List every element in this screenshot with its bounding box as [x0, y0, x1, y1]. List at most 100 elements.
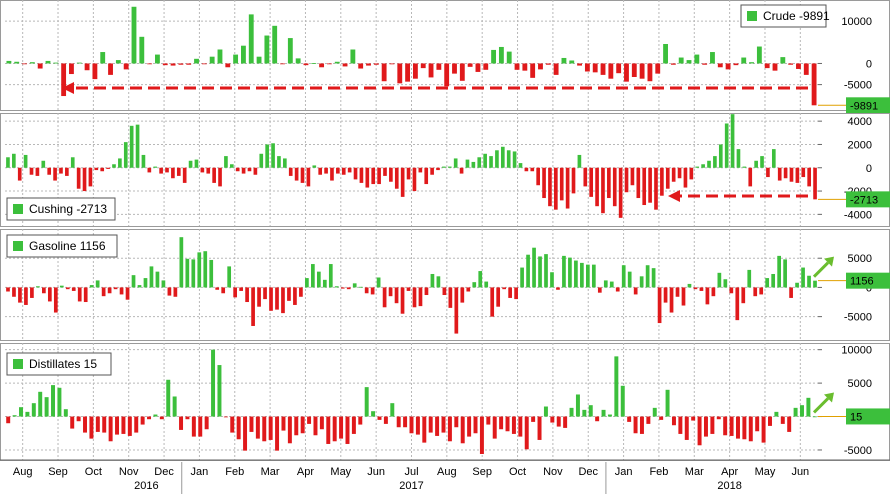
- bar: [718, 273, 722, 288]
- bar: [365, 287, 369, 293]
- last-value-label: 15: [850, 411, 862, 423]
- bar: [77, 417, 81, 422]
- x-year-label: 2017: [399, 480, 423, 492]
- bar: [323, 280, 327, 288]
- bar: [499, 417, 503, 430]
- bar: [425, 287, 429, 295]
- bar: [189, 161, 193, 168]
- bar: [245, 287, 249, 302]
- bar: [18, 287, 22, 302]
- bar: [569, 61, 574, 64]
- bar: [405, 63, 410, 81]
- bar: [460, 63, 465, 80]
- bar: [548, 168, 552, 206]
- bar: [395, 287, 399, 303]
- bar: [171, 63, 176, 65]
- x-tick-label: Feb: [649, 466, 668, 478]
- bar: [45, 397, 49, 416]
- bar: [389, 287, 393, 296]
- x-year-label: 2018: [717, 480, 741, 492]
- bar: [624, 63, 629, 81]
- bar: [41, 161, 45, 168]
- bar: [160, 417, 164, 420]
- bar: [288, 417, 292, 444]
- bar: [317, 272, 321, 288]
- bar: [257, 57, 262, 64]
- bar: [130, 126, 134, 168]
- bar: [24, 287, 28, 305]
- bar: [557, 417, 561, 427]
- bar: [128, 417, 132, 436]
- bar: [96, 417, 100, 432]
- bar: [704, 417, 708, 437]
- legend-label: Crude -9891: [763, 9, 830, 23]
- bar: [124, 63, 129, 69]
- bar: [794, 408, 798, 417]
- bar: [144, 278, 148, 287]
- bar: [335, 286, 339, 287]
- bar: [32, 403, 36, 416]
- bar: [77, 168, 81, 189]
- bar: [371, 411, 375, 416]
- bar: [30, 62, 35, 63]
- bar: [636, 168, 640, 198]
- bar: [233, 287, 237, 297]
- bar: [155, 55, 160, 64]
- bar: [168, 287, 172, 295]
- x-tick-label: Jan: [191, 466, 209, 478]
- bar: [741, 287, 745, 303]
- bar: [301, 168, 305, 183]
- bar: [225, 63, 230, 67]
- bar: [725, 123, 729, 167]
- x-tick-label: Mar: [261, 466, 280, 478]
- panel-crude: 10000 0 -5000 -9891 Crude -9891: [1, 0, 890, 113]
- bar: [684, 168, 688, 188]
- bar: [142, 155, 146, 168]
- bar: [13, 415, 17, 416]
- bar: [762, 417, 766, 443]
- bar: [562, 58, 567, 64]
- bar: [691, 417, 695, 421]
- bar: [401, 168, 405, 197]
- bar: [108, 287, 112, 293]
- bar: [483, 154, 487, 168]
- bar: [241, 46, 246, 64]
- bar: [586, 265, 590, 288]
- bar: [272, 26, 277, 64]
- bar: [735, 287, 739, 320]
- bar: [429, 63, 434, 77]
- y-tick-label: 10000: [841, 16, 872, 28]
- bar: [514, 287, 518, 299]
- bar: [807, 276, 811, 288]
- bar: [217, 365, 221, 416]
- panel-cushing: 400020000-2000-4000-2713Cushing -2713: [1, 113, 890, 227]
- bar: [601, 168, 605, 213]
- bar: [598, 287, 602, 292]
- bar: [436, 168, 440, 170]
- bar: [156, 272, 160, 288]
- bar: [576, 394, 580, 416]
- bar: [765, 63, 770, 68]
- bar: [538, 63, 543, 69]
- x-tick-label: Apr: [297, 466, 314, 478]
- bar: [36, 286, 40, 287]
- bar: [147, 417, 151, 420]
- bar: [778, 168, 782, 181]
- arrow-head: [668, 190, 680, 202]
- bar: [47, 168, 51, 175]
- bar: [395, 168, 399, 189]
- legend-label: Distillates 15: [29, 357, 97, 371]
- bar: [789, 287, 793, 298]
- bar: [476, 63, 481, 71]
- bar: [360, 168, 364, 183]
- bar: [422, 417, 426, 443]
- bar: [484, 282, 488, 288]
- bar: [124, 142, 128, 168]
- bar: [25, 412, 29, 417]
- bar: [94, 168, 98, 170]
- bar: [614, 356, 618, 416]
- bar: [784, 168, 788, 178]
- bar: [30, 287, 34, 298]
- bar: [506, 417, 510, 432]
